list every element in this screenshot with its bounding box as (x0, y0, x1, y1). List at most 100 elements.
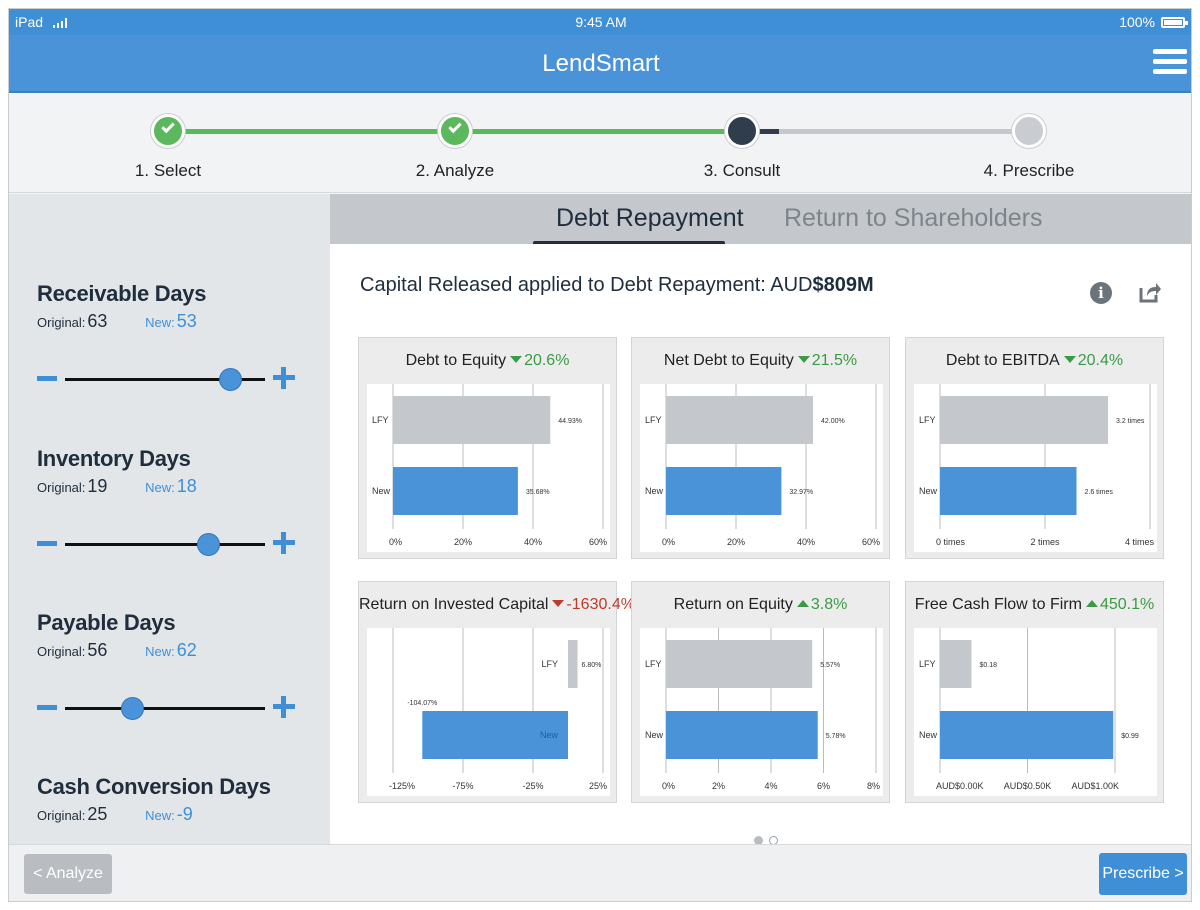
clock: 9:45 AM (9, 14, 1192, 30)
tick-label: 40% (797, 537, 815, 547)
bar-new (666, 711, 818, 759)
category-label: New (645, 730, 664, 740)
metric-receivable-days: Receivable Days Original: 63 New: 53 (37, 281, 317, 332)
metric-cash-conversion-days: Cash Conversion Days Original: 25 New: -9 (37, 774, 317, 825)
original-label: Original: (37, 480, 85, 495)
chart-delta-value: 20.6% (524, 352, 569, 369)
inventory-days-slider[interactable] (37, 532, 302, 556)
increase-icon[interactable] (273, 532, 295, 554)
battery-percent: 100% (1119, 14, 1155, 30)
step-analyze-check-icon[interactable] (438, 114, 472, 148)
chart-delta: 20.6% (510, 352, 569, 369)
category-label: LFY (919, 659, 936, 669)
tick-label: 4 times (1125, 537, 1155, 547)
category-label: New (540, 730, 559, 740)
chart-card-net-debt-to-equity[interactable]: Net Debt to Equity 21.5% 0% 20% 40% 60% LFY 42.… (631, 337, 890, 559)
tick-label: -125% (389, 781, 415, 791)
chart-card-return-on-equity[interactable]: Return on Equity 3.8% 0% 2% 4% 6% 8% LFY 5.57% Ne… (631, 581, 890, 803)
slider-handle[interactable] (219, 368, 242, 391)
bar-chart: -125% -75% -25% 25%LFY 6.80%New-104.07% (367, 628, 610, 796)
decrease-icon[interactable] (37, 541, 57, 546)
step-prescribe-indicator[interactable] (1012, 114, 1046, 148)
original-value: 19 (87, 476, 107, 496)
back-analyze-button[interactable]: < Analyze (24, 854, 112, 894)
original-label: Original: (37, 315, 85, 330)
tab-return-to-shareholders[interactable]: Return to Shareholders (784, 204, 1042, 233)
metric-title: Cash Conversion Days (37, 774, 317, 800)
tick-label: 25% (589, 781, 607, 791)
bar-lfy (666, 640, 812, 688)
chart-delta-value: 21.5% (812, 352, 857, 369)
chart-title: Net Debt to Equity 21.5% (632, 352, 889, 370)
chart-delta: 3.8% (797, 596, 847, 613)
new-label: New: (145, 644, 175, 659)
triangle-down-icon (510, 356, 522, 363)
bar-new (666, 467, 781, 515)
slider-track[interactable] (65, 707, 265, 710)
bar-new (940, 467, 1077, 515)
step-label-analyze[interactable]: 2. Analyze (385, 161, 525, 181)
chart-delta: 20.4% (1064, 352, 1123, 369)
decrease-icon[interactable] (37, 705, 57, 710)
step-consult-indicator[interactable] (725, 114, 759, 148)
main-panel: Capital Released applied to Debt Repayme… (330, 244, 1192, 844)
receivable-days-slider[interactable] (37, 367, 302, 391)
tick-label: -25% (522, 781, 543, 791)
tick-label: 2% (712, 781, 725, 791)
chart-delta-value: -1630.4% (566, 596, 635, 613)
bar-lfy (940, 640, 972, 688)
value-label: 5.78% (826, 733, 846, 740)
tick-label: AUD$1.00K (1071, 781, 1119, 791)
category-label: LFY (372, 415, 389, 425)
step-label-select[interactable]: 1. Select (98, 161, 238, 181)
chart-card-debt-to-equity[interactable]: Debt to Equity 20.6% 0% 20% 40% 60% LFY 44.93% N… (358, 337, 617, 559)
metric-values: Original: 25 New: -9 (37, 804, 317, 825)
step-select-check-icon[interactable] (151, 114, 185, 148)
original-label: Original: (37, 644, 85, 659)
slider-track[interactable] (65, 543, 265, 546)
payable-days-slider[interactable] (37, 696, 302, 720)
tick-label: 4% (764, 781, 777, 791)
category-label: New (919, 486, 938, 496)
new-value: 53 (177, 311, 197, 331)
chart-delta-value: 20.4% (1078, 352, 1123, 369)
bottom-bar: < Analyze Prescribe > (9, 844, 1192, 902)
new-label: New: (145, 808, 175, 823)
info-icon[interactable]: i (1090, 282, 1112, 304)
bar-lfy (568, 640, 578, 688)
share-icon[interactable] (1138, 280, 1162, 304)
bar-chart: 0% 20% 40% 60% LFY 42.00% New 32.97% (640, 384, 883, 552)
heading-amount: $809M (812, 274, 873, 296)
tick-label: 60% (862, 537, 880, 547)
tick-label: 2 times (1030, 537, 1060, 547)
tick-label: 0% (662, 537, 675, 547)
step-label-prescribe[interactable]: 4. Prescribe (959, 161, 1099, 181)
slider-handle[interactable] (197, 533, 220, 556)
original-value: 56 (87, 640, 107, 660)
value-label: 42.00% (821, 418, 845, 425)
hamburger-menu-icon[interactable] (1153, 49, 1187, 79)
value-label: 44.93% (558, 418, 582, 425)
category-label: LFY (645, 659, 662, 669)
app-title: LendSmart (9, 50, 1192, 78)
chart-title: Debt to EBITDA 20.4% (906, 352, 1163, 370)
chart-card-debt-to-ebitda[interactable]: Debt to EBITDA 20.4% 0 times 2 times 4 times… (905, 337, 1164, 559)
increase-icon[interactable] (273, 367, 295, 389)
decrease-icon[interactable] (37, 376, 57, 381)
chart-card-free-cash-flow[interactable]: Free Cash Flow to Firm 450.1% AUD$0.00K AUD… (905, 581, 1164, 803)
chart-delta-value: 3.8% (811, 596, 847, 613)
chart-delta: 21.5% (798, 352, 857, 369)
tab-debt-repayment[interactable]: Debt Repayment (556, 204, 744, 233)
slider-handle[interactable] (121, 697, 144, 720)
bar-chart: 0 times 2 times 4 times LFY 3.2 times New 2.6 … (914, 384, 1157, 552)
new-label: New: (145, 315, 175, 330)
chart-card-return-on-invested-capital[interactable]: Return on Invested Capital -1630.4% -125% -… (358, 581, 617, 803)
next-prescribe-button[interactable]: Prescribe > (1099, 853, 1187, 895)
step-label-consult[interactable]: 3. Consult (672, 161, 812, 181)
progress-stepper: 1. Select 2. Analyze 3. Consult 4. Presc… (9, 93, 1192, 193)
chart-title-text: Debt to EBITDA (946, 352, 1060, 369)
category-label: New (645, 486, 664, 496)
tick-label: 40% (524, 537, 542, 547)
increase-icon[interactable] (273, 696, 295, 718)
value-label: 35.68% (526, 489, 550, 496)
